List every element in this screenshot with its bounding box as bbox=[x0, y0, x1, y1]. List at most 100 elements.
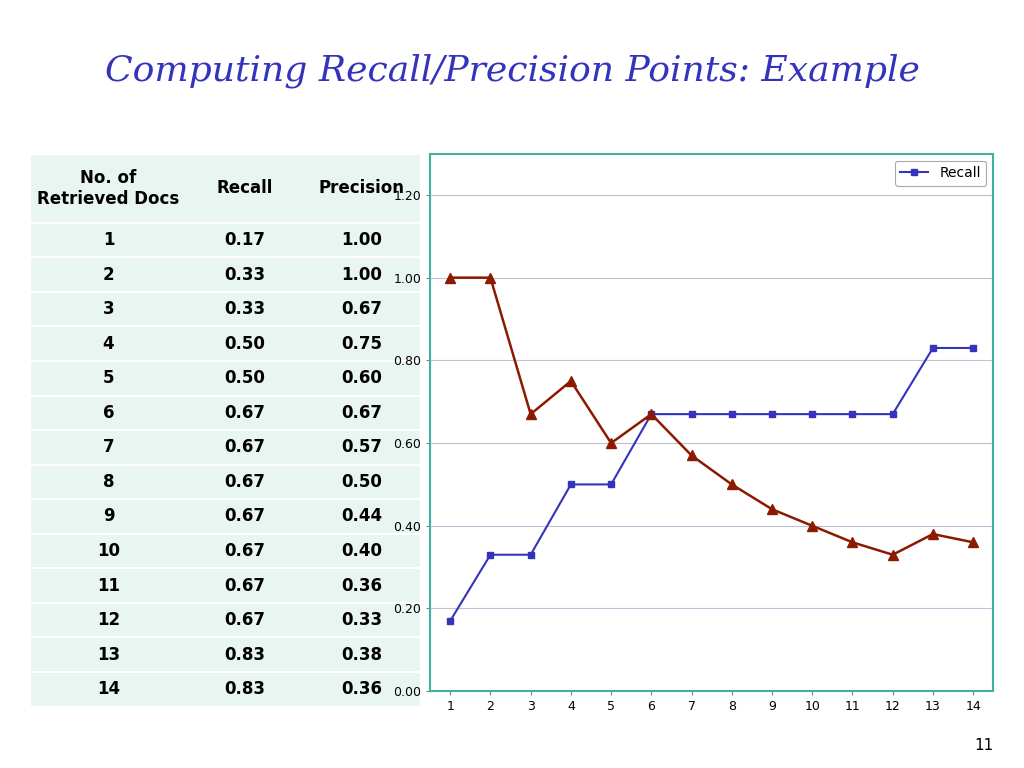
Bar bbox=[303, 603, 420, 637]
Bar bbox=[303, 499, 420, 534]
Text: 11: 11 bbox=[974, 737, 993, 753]
Bar bbox=[31, 154, 186, 223]
Text: 0.44: 0.44 bbox=[341, 508, 382, 525]
Recall bbox=[484, 550, 497, 559]
Text: 0.50: 0.50 bbox=[224, 369, 265, 387]
Recall bbox=[685, 409, 697, 419]
Text: 1: 1 bbox=[102, 231, 115, 249]
Recall bbox=[927, 343, 939, 353]
Recall bbox=[565, 480, 578, 489]
Text: 6: 6 bbox=[102, 404, 115, 422]
Recall bbox=[967, 343, 979, 353]
Bar bbox=[31, 499, 186, 534]
Recall bbox=[766, 409, 778, 419]
Recall bbox=[806, 409, 818, 419]
Bar bbox=[186, 154, 303, 223]
Recall bbox=[444, 616, 457, 625]
Precision bbox=[484, 273, 497, 283]
Text: 2: 2 bbox=[102, 266, 115, 283]
Bar bbox=[31, 568, 186, 603]
Bar bbox=[31, 603, 186, 637]
Text: 0.75: 0.75 bbox=[341, 335, 382, 353]
Text: 0.67: 0.67 bbox=[224, 404, 265, 422]
Precision bbox=[846, 538, 858, 547]
Text: 9: 9 bbox=[102, 508, 115, 525]
Precision bbox=[645, 409, 657, 419]
Precision bbox=[967, 538, 979, 547]
Text: 0.60: 0.60 bbox=[341, 369, 382, 387]
Bar bbox=[303, 534, 420, 568]
Recall bbox=[726, 409, 738, 419]
Text: 0.83: 0.83 bbox=[224, 680, 265, 698]
Text: 1.00: 1.00 bbox=[341, 231, 382, 249]
Bar bbox=[303, 568, 420, 603]
Text: Computing Recall/Precision Points: Example: Computing Recall/Precision Points: Examp… bbox=[104, 54, 920, 88]
Text: 0.38: 0.38 bbox=[341, 646, 382, 664]
Bar bbox=[31, 430, 186, 465]
Text: 0.67: 0.67 bbox=[224, 542, 265, 560]
Bar bbox=[31, 396, 186, 430]
Bar bbox=[31, 361, 186, 396]
Bar bbox=[186, 223, 303, 257]
Text: 0.57: 0.57 bbox=[341, 439, 382, 456]
Bar bbox=[186, 465, 303, 499]
Line: Recall: Recall bbox=[446, 345, 977, 624]
Recall bbox=[887, 409, 899, 419]
Bar bbox=[303, 292, 420, 326]
Precision bbox=[444, 273, 457, 283]
Bar bbox=[186, 396, 303, 430]
Text: Recall: Recall bbox=[216, 179, 273, 197]
Text: 0.36: 0.36 bbox=[341, 680, 382, 698]
Text: 0.33: 0.33 bbox=[224, 300, 265, 318]
Legend: Recall: Recall bbox=[895, 161, 986, 186]
Bar bbox=[31, 637, 186, 672]
Bar bbox=[303, 430, 420, 465]
Precision bbox=[685, 451, 697, 460]
Precision bbox=[766, 505, 778, 514]
Text: 0.67: 0.67 bbox=[341, 404, 382, 422]
Text: 0.67: 0.67 bbox=[224, 473, 265, 491]
Text: 3: 3 bbox=[102, 300, 115, 318]
Bar bbox=[303, 154, 420, 223]
Bar bbox=[186, 637, 303, 672]
Bar bbox=[186, 430, 303, 465]
Recall bbox=[645, 409, 657, 419]
Bar bbox=[186, 568, 303, 603]
Text: 13: 13 bbox=[97, 646, 120, 664]
Bar bbox=[303, 672, 420, 707]
Precision bbox=[726, 480, 738, 489]
Text: 1.00: 1.00 bbox=[341, 266, 382, 283]
Text: 11: 11 bbox=[97, 577, 120, 594]
Bar bbox=[186, 292, 303, 326]
Text: 0.67: 0.67 bbox=[224, 508, 265, 525]
Precision bbox=[605, 439, 617, 448]
Text: Precision: Precision bbox=[318, 179, 404, 197]
Bar bbox=[303, 396, 420, 430]
Precision bbox=[806, 521, 818, 531]
Bar bbox=[303, 637, 420, 672]
Text: 5: 5 bbox=[102, 369, 115, 387]
Bar bbox=[303, 361, 420, 396]
Text: 0.33: 0.33 bbox=[341, 611, 382, 629]
Line: Precision: Precision bbox=[445, 273, 978, 560]
Text: 7: 7 bbox=[102, 439, 115, 456]
Recall bbox=[605, 480, 617, 489]
Text: No. of
Retrieved Docs: No. of Retrieved Docs bbox=[38, 169, 179, 207]
Bar bbox=[186, 326, 303, 361]
Bar bbox=[186, 672, 303, 707]
Recall bbox=[846, 409, 858, 419]
Bar bbox=[31, 326, 186, 361]
Text: 0.67: 0.67 bbox=[224, 577, 265, 594]
Precision bbox=[524, 409, 537, 419]
Bar bbox=[303, 257, 420, 292]
Text: 14: 14 bbox=[97, 680, 120, 698]
Text: 0.33: 0.33 bbox=[224, 266, 265, 283]
Bar bbox=[31, 292, 186, 326]
Precision bbox=[887, 550, 899, 559]
Text: 12: 12 bbox=[97, 611, 120, 629]
Bar bbox=[186, 499, 303, 534]
Bar bbox=[303, 326, 420, 361]
Recall bbox=[524, 550, 537, 559]
Bar bbox=[186, 534, 303, 568]
Text: 0.67: 0.67 bbox=[224, 611, 265, 629]
